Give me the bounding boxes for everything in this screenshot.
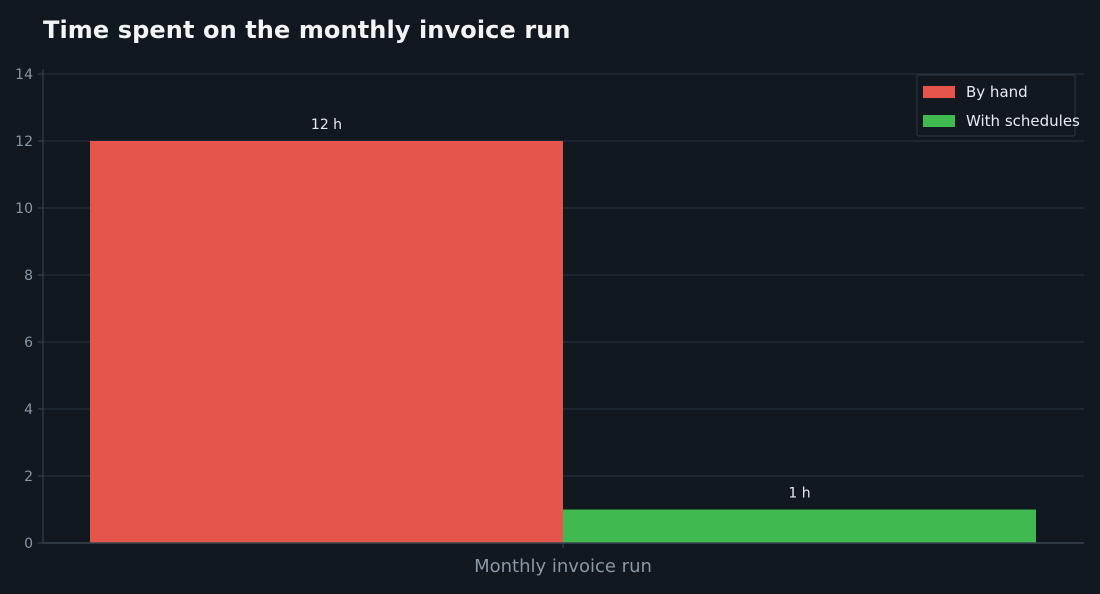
bar-by-hand (90, 141, 563, 543)
y-tick-label: 8 (24, 268, 33, 284)
y-tick-label: 12 (15, 134, 33, 150)
y-tick-label: 0 (24, 536, 33, 552)
legend-swatch (923, 86, 955, 98)
legend-label: With schedules (966, 112, 1080, 130)
data-labels: 12 h 1 h (311, 117, 811, 502)
x-axis: Monthly invoice run (43, 542, 1084, 577)
x-category-label: Monthly invoice run (474, 556, 652, 577)
y-tick-label: 14 (15, 67, 33, 83)
y-tick-label: 4 (24, 402, 33, 418)
legend-box (916, 74, 1076, 137)
legend-swatch (923, 115, 955, 127)
y-tick-label: 6 (24, 335, 33, 351)
y-tick-label: 10 (15, 201, 33, 217)
y-tick-label: 2 (24, 469, 33, 485)
chart-title: Time spent on the monthly invoice run (43, 16, 571, 44)
bars (90, 141, 1036, 543)
legend-label: By hand (966, 83, 1028, 101)
data-label: 12 h (311, 117, 342, 133)
y-axis: 0 2 4 6 8 10 12 14 (15, 67, 44, 552)
bar-with-schedules (563, 509, 1036, 543)
data-label: 1 h (788, 486, 810, 502)
legend: By hand With schedules (916, 74, 1080, 137)
